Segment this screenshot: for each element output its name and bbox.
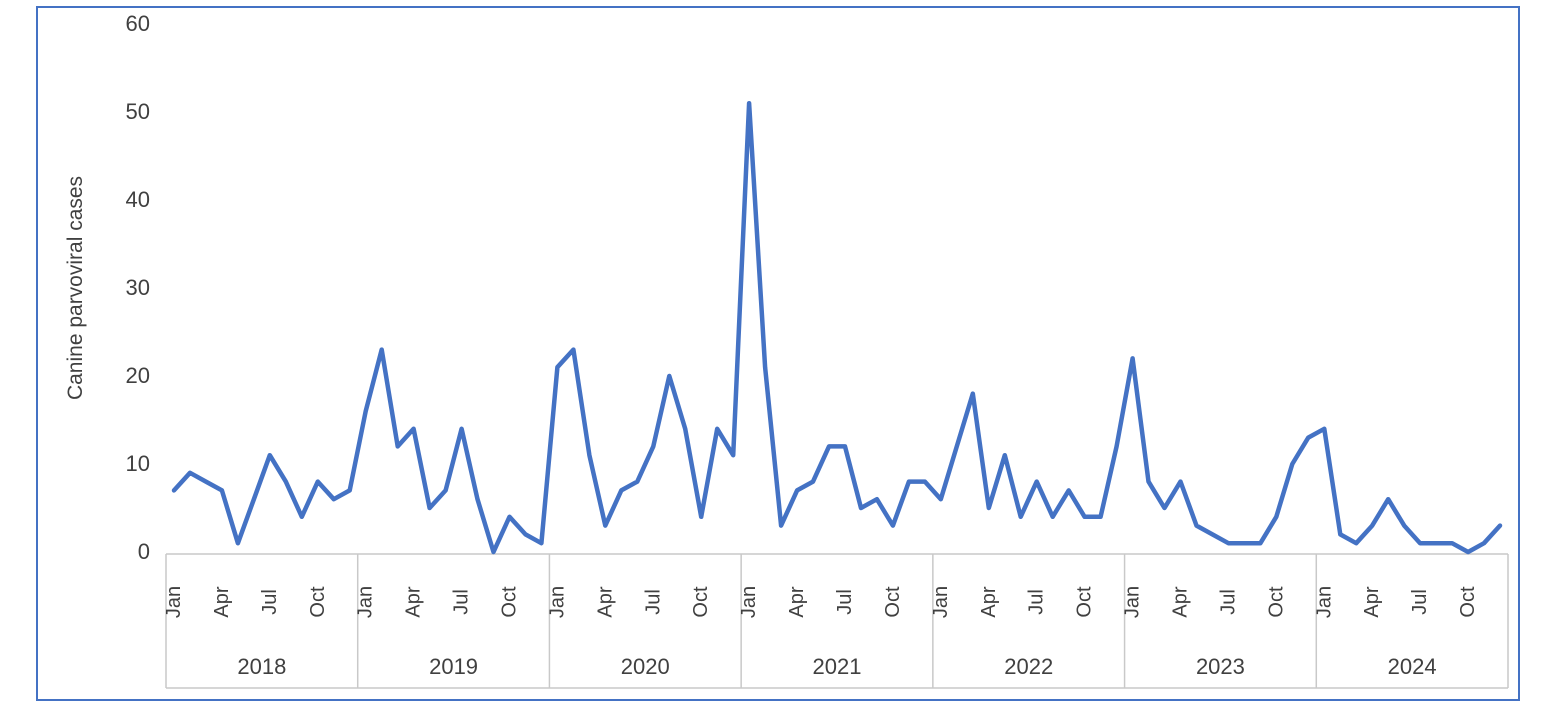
x-axis-month-label: Jan	[546, 586, 568, 618]
x-axis-month-label: Jul	[451, 589, 473, 615]
x-axis-month-label: Apr	[211, 586, 233, 617]
y-axis-tick-label: 60	[126, 11, 150, 36]
x-axis-month-label: Jan	[738, 586, 760, 618]
x-axis-month-label: Jul	[1217, 589, 1239, 615]
x-axis-month-label: Oct	[882, 586, 904, 618]
y-axis-tick-label: 40	[126, 187, 150, 212]
x-axis-month-label: Apr	[978, 586, 1000, 617]
x-axis-month-label: Jan	[1122, 586, 1144, 618]
x-axis-month-label: Oct	[498, 586, 520, 618]
x-axis-month-label: Oct	[1265, 586, 1287, 618]
x-axis-month-label: Oct	[1457, 586, 1479, 618]
y-axis-tick-label: 20	[126, 363, 150, 388]
x-axis-month-label: Jul	[642, 589, 664, 615]
chart-border-frame: 0 10 20 30 40 50 60 Canine parvoviral cases Jan A…	[36, 6, 1520, 701]
x-axis-year-label: 2020	[621, 654, 670, 679]
x-axis-year-label: 2019	[429, 654, 478, 679]
x-axis-year-label: 2018	[237, 654, 286, 679]
y-axis-tick-label: 0	[138, 539, 150, 564]
x-axis-month-label: Jan	[355, 586, 377, 618]
x-axis-year-label: 2021	[813, 654, 862, 679]
x-axis-year-label: 2023	[1196, 654, 1245, 679]
x-axis-month-label: Jan	[1313, 586, 1335, 618]
x-axis-month-label: Apr	[403, 586, 425, 617]
y-axis-tick-label: 30	[126, 275, 150, 300]
x-axis-month-label: Jul	[1026, 589, 1048, 615]
x-axis-year-label: 2022	[1004, 654, 1053, 679]
y-axis-title: Canine parvoviral cases	[64, 176, 87, 400]
cases-line-series	[171, 100, 1503, 555]
x-axis-month-label: Jan	[163, 586, 185, 618]
y-axis-tick-label: 10	[126, 451, 150, 476]
x-axis-month-label: Oct	[1074, 586, 1096, 618]
y-axis-tick-label: 50	[126, 99, 150, 124]
x-axis-month-label: Jul	[1409, 589, 1431, 615]
x-axis-month-label: Apr	[594, 586, 616, 617]
x-axis-month-label: Jan	[930, 586, 952, 618]
x-axis-month-label: Jul	[259, 589, 281, 615]
x-axis-year-label: 2024	[1388, 654, 1437, 679]
x-axis-month-label: Apr	[1361, 586, 1383, 617]
x-axis-month-label: Oct	[307, 586, 329, 618]
x-axis-month-label: Apr	[786, 586, 808, 617]
x-axis-month-label: Oct	[690, 586, 712, 618]
x-axis-month-label: Apr	[1169, 586, 1191, 617]
parvovirus-line-chart: 0 10 20 30 40 50 60 Canine parvoviral cases Jan A…	[64, 11, 1509, 689]
x-axis-month-label: Jul	[834, 589, 856, 615]
